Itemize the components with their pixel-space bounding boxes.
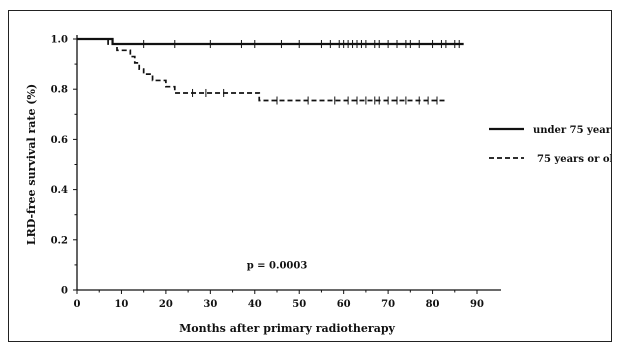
y-tick-label: 0.8 [51,85,68,96]
x-tick-label: 0 [74,299,81,310]
axes [76,35,501,291]
survival-chart: 0 10 20 30 40 50 60 70 80 90 0 0.2 0.4 0.6 0.8 1.0 Mon… [25,35,611,336]
p-value-annotation: p = 0.0003 [247,261,308,272]
x-axis-title: Months after primary radiotherapy [179,322,395,335]
legend: under 75 years 75 years or older [489,125,611,165]
series-layer [77,37,464,105]
series-line-75-or-older [77,38,446,102]
x-tick-label: 90 [470,299,484,310]
y-axis-title: LRD-free survival rate (%) [25,84,38,245]
figure-frame: 0 10 20 30 40 50 60 70 80 90 0 0.2 0.4 0.6 0.8 1.0 Mon… [8,10,612,342]
x-tick-label: 40 [248,299,262,310]
x-tick-label: 10 [114,299,128,310]
x-ticks: 0 10 20 30 40 50 60 70 80 90 [74,290,484,310]
x-tick-label: 30 [203,299,217,310]
y-tick-label: 1.0 [51,35,68,46]
legend-label-75-or-older: 75 years or older [537,154,611,165]
x-tick-label: 70 [381,299,395,310]
y-tick-label: 0.6 [51,135,68,146]
y-tick-label: 0.2 [51,235,68,246]
x-tick-label: 80 [426,299,440,310]
legend-label-under-75: under 75 years [533,125,611,136]
y-tick-label: 0.4 [51,185,68,196]
x-tick-label: 50 [292,299,306,310]
x-tick-label: 60 [337,299,351,310]
x-tick-label: 20 [159,299,173,310]
y-tick-label: 0 [61,286,68,297]
y-ticks: 0 0.2 0.4 0.6 0.8 1.0 [51,35,77,297]
